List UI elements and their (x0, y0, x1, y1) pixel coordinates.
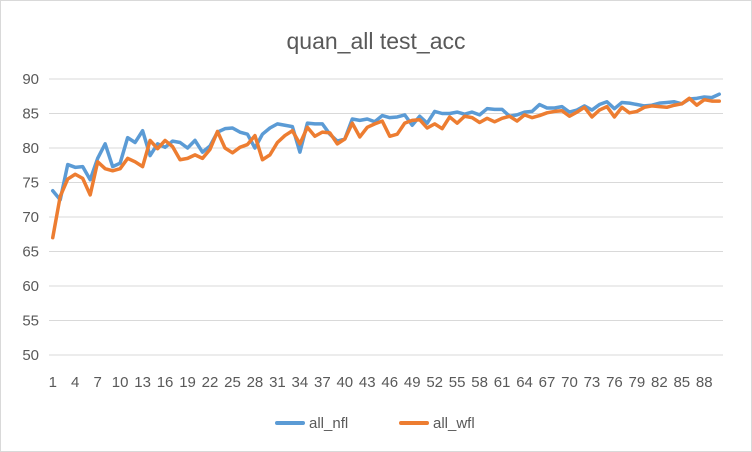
x-tick-label: 70 (561, 374, 578, 391)
y-tick-label: 65 (22, 244, 39, 261)
x-tick-label: 52 (426, 374, 443, 391)
x-tick-label: 76 (606, 374, 623, 391)
y-tick-label: 50 (22, 347, 39, 364)
y-tick-label: 85 (22, 106, 39, 123)
x-tick-label: 16 (157, 374, 174, 391)
y-tick-label: 75 (22, 175, 39, 192)
x-tick-label: 79 (629, 374, 646, 391)
x-tick-label: 43 (359, 374, 376, 391)
y-tick-label: 55 (22, 313, 39, 330)
y-axis-ticks: 50 55 60 65 70 75 80 85 90 (22, 71, 39, 364)
x-tick-label: 64 (516, 374, 533, 391)
chart-title: quan_all test_acc (286, 28, 465, 54)
x-tick-label: 1 (49, 374, 57, 391)
x-tick-label: 82 (651, 374, 668, 391)
x-tick-label: 19 (179, 374, 196, 391)
legend-label-all_nfl: all_nfl (309, 415, 348, 432)
x-tick-label: 7 (94, 374, 102, 391)
x-tick-label: 55 (449, 374, 466, 391)
series-line-all_nfl (50, 92, 722, 202)
x-tick-label: 85 (673, 374, 690, 391)
x-tick-label: 88 (696, 374, 713, 391)
y-tick-label: 90 (22, 71, 39, 88)
series-line-all_wfl (50, 96, 722, 240)
x-tick-label: 4 (71, 374, 79, 391)
x-tick-label: 10 (112, 374, 129, 391)
x-tick-label: 67 (539, 374, 556, 391)
x-tick-label: 22 (202, 374, 219, 391)
legend: all_nfl all_wfl (275, 415, 475, 432)
x-tick-label: 25 (224, 374, 241, 391)
x-tick-label: 49 (404, 374, 421, 391)
y-tick-label: 60 (22, 278, 39, 295)
x-tick-label: 40 (336, 374, 353, 391)
x-tick-label: 28 (247, 374, 264, 391)
series-lines (50, 92, 722, 240)
x-tick-label: 34 (292, 374, 309, 391)
x-tick-label: 46 (381, 374, 398, 391)
gridlines (49, 78, 723, 356)
y-tick-label: 80 (22, 140, 39, 157)
x-tick-label: 58 (471, 374, 488, 391)
x-tick-label: 73 (584, 374, 601, 391)
legend-label-all_wfl: all_wfl (433, 415, 475, 432)
x-tick-label: 31 (269, 374, 286, 391)
x-tick-label: 61 (494, 374, 511, 391)
y-tick-label: 70 (22, 209, 39, 226)
x-axis-ticks: 1 4 7 10 13 16 19 22 25 28 31 34 37 40 43 46 49 52 55 58 61 6… (49, 374, 713, 391)
x-tick-label: 13 (134, 374, 151, 391)
x-tick-label: 37 (314, 374, 331, 391)
